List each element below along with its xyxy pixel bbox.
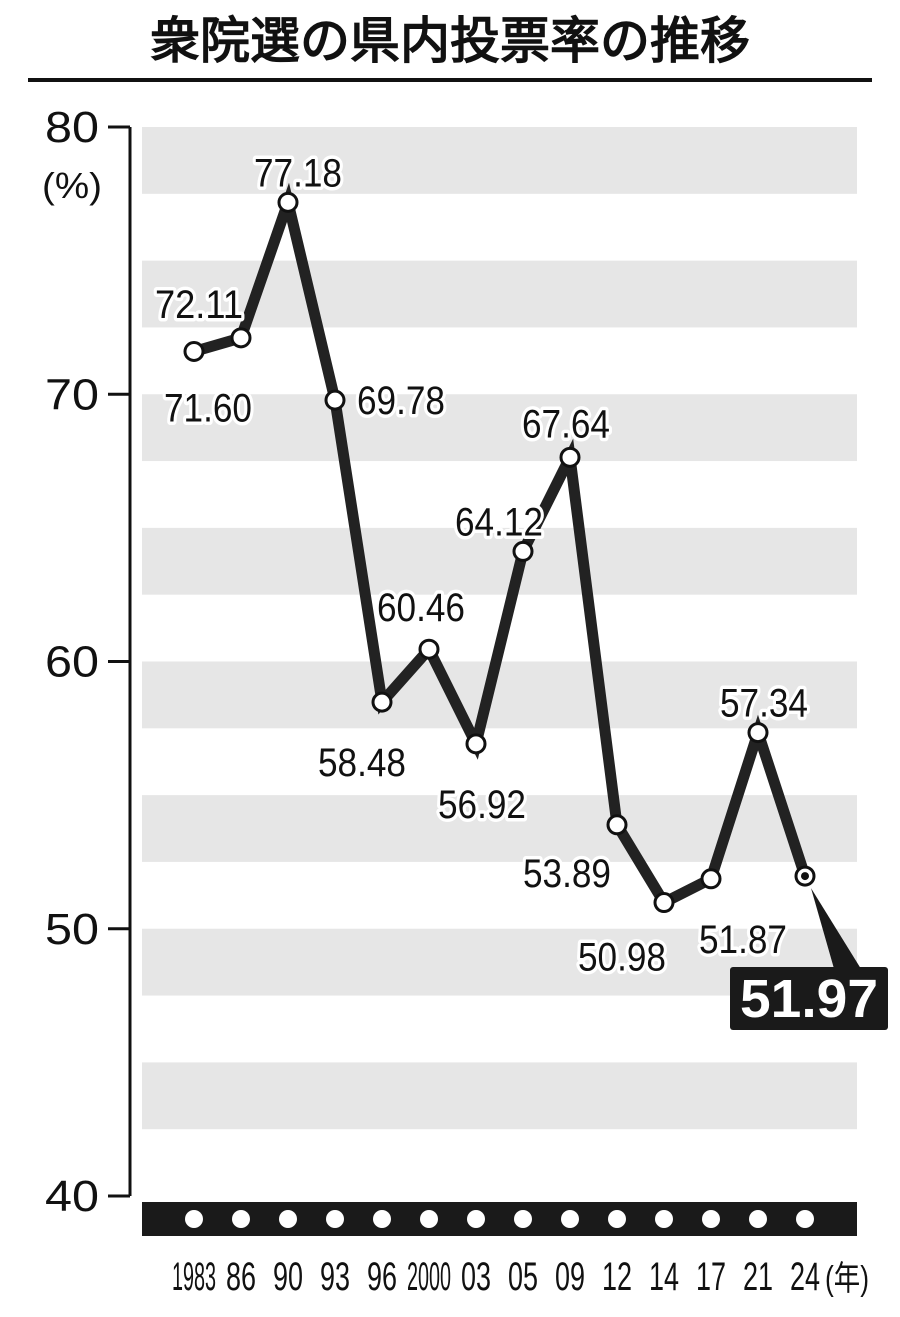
data-points: [183, 191, 816, 914]
data-point: [606, 814, 628, 836]
data-label: 58.48: [318, 741, 406, 785]
y-tick-label: 70: [45, 370, 99, 419]
x-tick-label: 96: [367, 1255, 397, 1299]
x-tick-label: 17: [696, 1255, 726, 1299]
x-tick-label: 90: [273, 1255, 303, 1299]
data-label: 67.64: [522, 402, 610, 446]
data-point: [418, 638, 440, 660]
data-label: 57.34: [720, 682, 808, 726]
grid-band: [142, 661, 857, 729]
x-axis-tick-labels: 1983 86 90 93 96 2000 03 05 09 12 14 17 21 24: [172, 1255, 820, 1299]
x-axis-dot: [702, 1210, 720, 1228]
x-tick-label: 93: [320, 1255, 350, 1299]
y-tick-label: 60: [45, 638, 99, 687]
x-tick-label: 14: [649, 1255, 679, 1299]
data-point: [512, 540, 534, 562]
x-axis-dot: [514, 1210, 532, 1228]
y-axis: 40 50 60 70 80: [45, 103, 132, 1221]
x-axis-dot: [232, 1210, 250, 1228]
highlight-pointer: [811, 888, 863, 973]
data-label: 60.46: [377, 586, 465, 630]
data-label: 51.87: [699, 918, 787, 962]
x-tick-label: 21: [743, 1255, 773, 1299]
highlight-value-label: 51.97: [740, 969, 878, 1029]
y-tick-label: 50: [45, 905, 99, 954]
data-labels: 71.60 72.11 77.18 69.78 58.48 60.46 56.92 64.12…: [152, 148, 888, 1030]
x-axis-dot: [796, 1210, 814, 1228]
x-axis-unit-label: (年): [825, 1260, 869, 1298]
x-tick-label: 03: [461, 1255, 491, 1299]
x-tick-label: 1983: [172, 1255, 216, 1299]
x-tick-label: 2000: [407, 1255, 451, 1299]
x-tick-label: 09: [555, 1255, 585, 1299]
data-label: 50.98: [578, 936, 666, 980]
data-point: [277, 191, 299, 213]
grid-band: [142, 394, 857, 462]
grid-band: [142, 127, 857, 194]
x-axis-dot: [749, 1210, 767, 1228]
data-label: 64.12: [455, 500, 543, 544]
x-axis-dot: [655, 1210, 673, 1228]
data-label: 77.18: [254, 151, 342, 195]
x-axis-dot: [326, 1210, 344, 1228]
chart-title: 衆院選の県内投票率の推移: [150, 12, 750, 70]
x-axis-dot: [279, 1210, 297, 1228]
data-point: [324, 389, 346, 411]
data-point: [700, 868, 722, 890]
x-tick-label: 86: [226, 1255, 256, 1299]
data-point: [747, 722, 769, 744]
grid-band: [142, 1062, 857, 1130]
x-axis-dot: [185, 1210, 203, 1228]
x-axis-dot: [608, 1210, 626, 1228]
x-tick-label: 12: [602, 1255, 632, 1299]
background-bands: [142, 127, 857, 1130]
x-axis-dot: [373, 1210, 391, 1228]
data-label: 56.92: [438, 783, 526, 827]
x-axis-bar: [142, 1202, 857, 1236]
x-axis-dot: [561, 1210, 579, 1228]
data-point: [230, 327, 252, 349]
data-label: 69.78: [357, 379, 445, 423]
grid-band: [142, 527, 857, 595]
highlight-box: [730, 967, 888, 1030]
x-axis-dot: [467, 1210, 485, 1228]
y-axis-unit-label: (%): [42, 165, 102, 206]
data-point-highlight-dot: [801, 872, 809, 881]
data-label: 71.60: [164, 386, 252, 430]
y-tick-label: 80: [45, 103, 99, 152]
x-axis-band: [142, 1202, 857, 1236]
data-point: [653, 892, 675, 914]
data-point: [371, 691, 393, 713]
data-point: [183, 340, 205, 362]
data-label: 72.11: [155, 283, 243, 327]
data-point: [559, 446, 581, 468]
data-point: [465, 733, 487, 755]
x-tick-label: 24: [790, 1255, 820, 1299]
x-tick-label: 05: [508, 1255, 538, 1299]
data-label: 53.89: [523, 852, 611, 896]
y-tick-label: 40: [45, 1172, 99, 1221]
x-axis-dot: [420, 1210, 438, 1228]
